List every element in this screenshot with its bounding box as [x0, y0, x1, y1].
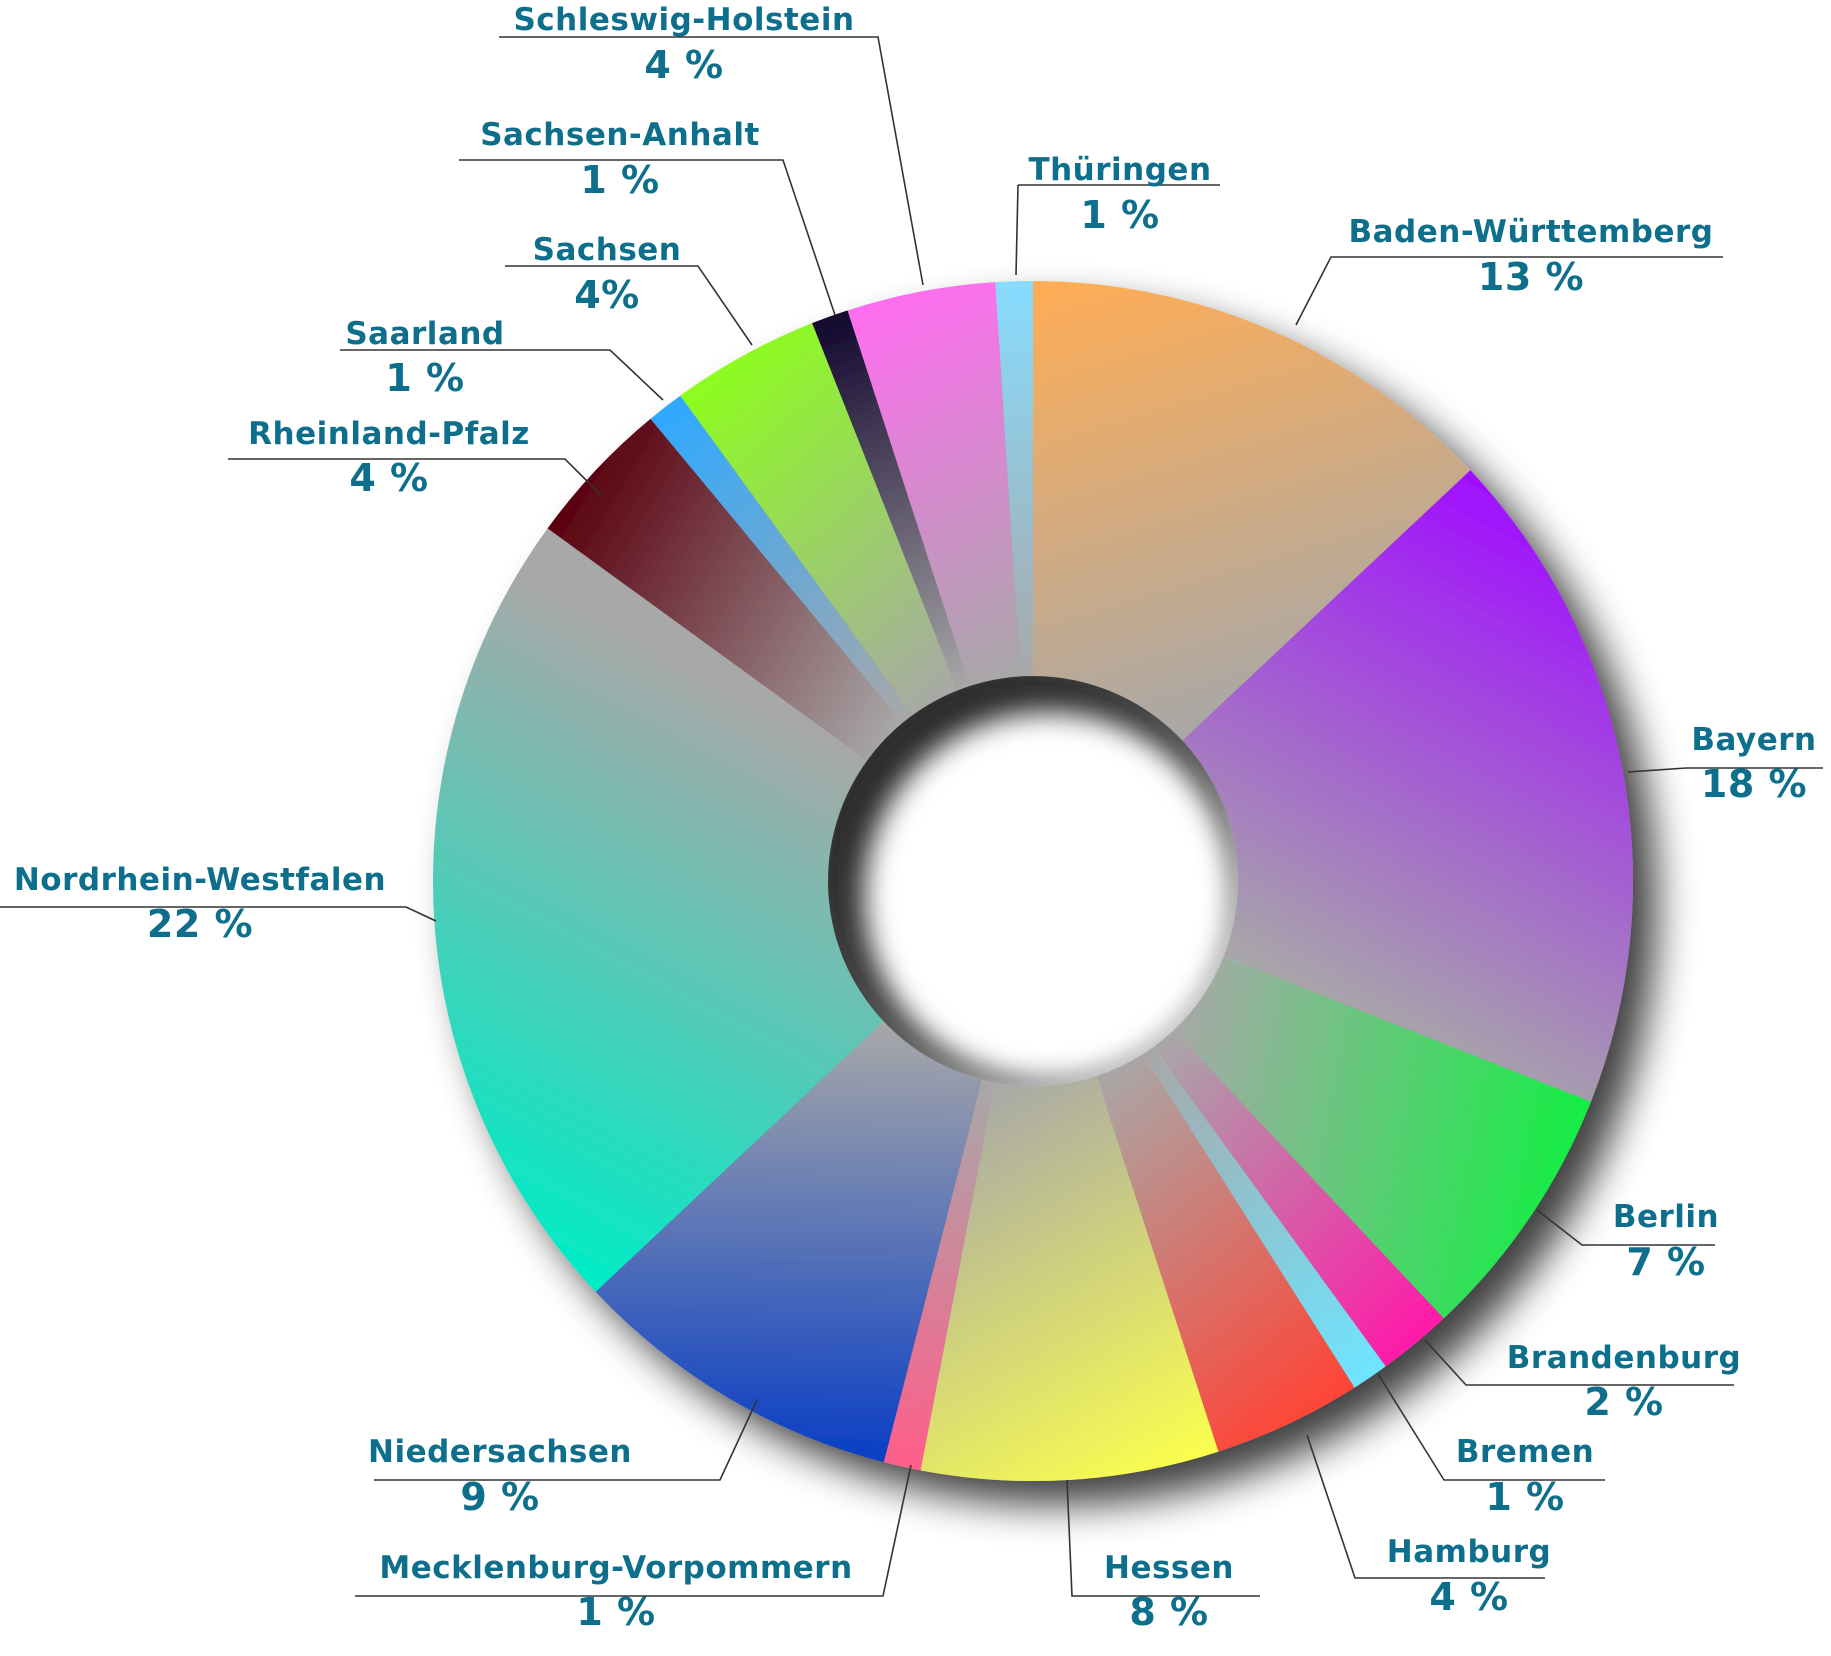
slice-hamburg — [1096, 1054, 1355, 1452]
slice-label-rheinland-pfalz: Rheinland-Pfalz — [248, 416, 530, 452]
slice-label-sachsen: Sachsen — [533, 232, 682, 268]
slice-hessen — [920, 1075, 1219, 1482]
slice-berlin — [1173, 956, 1591, 1319]
slice-value-thueringen: 1 % — [1080, 193, 1159, 237]
slice-schleswig-holstein — [847, 282, 1021, 687]
donut-hole — [828, 676, 1238, 1086]
slice-niedersachsen — [595, 1021, 983, 1463]
slice-value-hessen: 8 % — [1129, 1590, 1208, 1634]
slice-label-hessen: Hessen — [1104, 1550, 1234, 1586]
slice-labels: Baden-Württemberg 13 % Bayern 18 % Berlin 7 %… — [14, 2, 1816, 1634]
leader-line-schleswig-holstein — [499, 36, 924, 286]
donut-ring — [433, 281, 1633, 1482]
leader-line-sachsen — [505, 265, 753, 346]
slice-value-rheinland-pfalz: 4 % — [349, 456, 428, 500]
slice-label-niedersachsen: Niedersachsen — [368, 1434, 632, 1470]
slice-rheinland-pfalz — [547, 418, 903, 761]
leader-line-hamburg — [1306, 1434, 1545, 1579]
leader-line-baden-wuerttemberg — [1295, 256, 1723, 326]
slice-label-baden-wuerttemberg: Baden-Württemberg — [1348, 214, 1713, 250]
slice-label-bayern: Bayern — [1691, 722, 1816, 758]
leader-line-berlin — [1536, 1209, 1715, 1246]
slice-baden-wuerttemberg — [1033, 281, 1471, 741]
slice-label-hamburg: Hamburg — [1387, 1534, 1551, 1570]
slice-label-thueringen: Thüringen — [1028, 152, 1211, 188]
slice-value-saarland: 1 % — [385, 356, 464, 400]
leader-line-nordrhein-westfalen — [0, 906, 437, 922]
leader-line-bayern — [1627, 767, 1823, 773]
slice-value-berlin: 7 % — [1626, 1240, 1705, 1284]
slice-value-mecklenburg-vorpommern: 1 % — [576, 1590, 655, 1634]
leader-line-rheinland-pfalz — [228, 458, 602, 496]
slice-bremen — [1142, 1046, 1386, 1388]
leader-lines — [0, 36, 1823, 1597]
leader-line-niedersachsen — [374, 1399, 758, 1481]
slice-bayern — [1182, 470, 1633, 1102]
slice-value-nordrhein-westfalen: 22 % — [147, 902, 253, 946]
slice-value-sachsen: 4% — [574, 273, 640, 317]
slice-thueringen — [995, 281, 1033, 677]
slice-sachsen — [680, 323, 958, 716]
slice-value-schleswig-holstein: 4 % — [644, 43, 723, 87]
hole-center — [864, 712, 1234, 1082]
slice-value-bayern: 18 % — [1701, 762, 1807, 806]
slice-label-mecklenburg-vorpommern: Mecklenburg-Vorpommern — [379, 1550, 852, 1586]
leader-line-hessen — [1066, 1479, 1260, 1597]
slice-label-sachsen-anhalt: Sachsen-Anhalt — [480, 117, 760, 153]
slice-value-brandenburg: 2 % — [1584, 1380, 1663, 1424]
slice-value-hamburg: 4 % — [1429, 1575, 1508, 1619]
slice-label-bremen: Bremen — [1456, 1434, 1594, 1470]
slice-value-bremen: 1 % — [1485, 1475, 1564, 1519]
slice-label-schleswig-holstein: Schleswig-Holstein — [513, 2, 854, 38]
slice-value-niedersachsen: 9 % — [460, 1475, 539, 1519]
leader-line-mecklenburg-vorpommern — [355, 1464, 912, 1597]
leader-line-saarland — [340, 349, 664, 401]
slice-brandenburg — [1153, 1030, 1444, 1367]
leader-line-thueringen-drop — [1015, 184, 1019, 276]
slice-label-berlin: Berlin — [1613, 1199, 1719, 1235]
slice-saarland — [650, 395, 913, 724]
slice-sachsen-anhalt — [812, 310, 970, 691]
slice-label-nordrhein-westfalen: Nordrhein-Westfalen — [14, 862, 386, 898]
slice-label-brandenburg: Brandenburg — [1507, 1340, 1741, 1376]
leader-line-bremen — [1377, 1373, 1605, 1481]
slice-value-sachsen-anhalt: 1 % — [580, 158, 659, 202]
leader-line-brandenburg — [1424, 1339, 1734, 1386]
leader-line-sachsen-anhalt — [459, 159, 836, 316]
slice-mecklenburg-vorpommern — [883, 1079, 995, 1471]
slice-label-saarland: Saarland — [345, 316, 504, 352]
slice-value-baden-wuerttemberg: 13 % — [1478, 255, 1584, 299]
slice-nordrhein-westfalen — [433, 528, 884, 1292]
